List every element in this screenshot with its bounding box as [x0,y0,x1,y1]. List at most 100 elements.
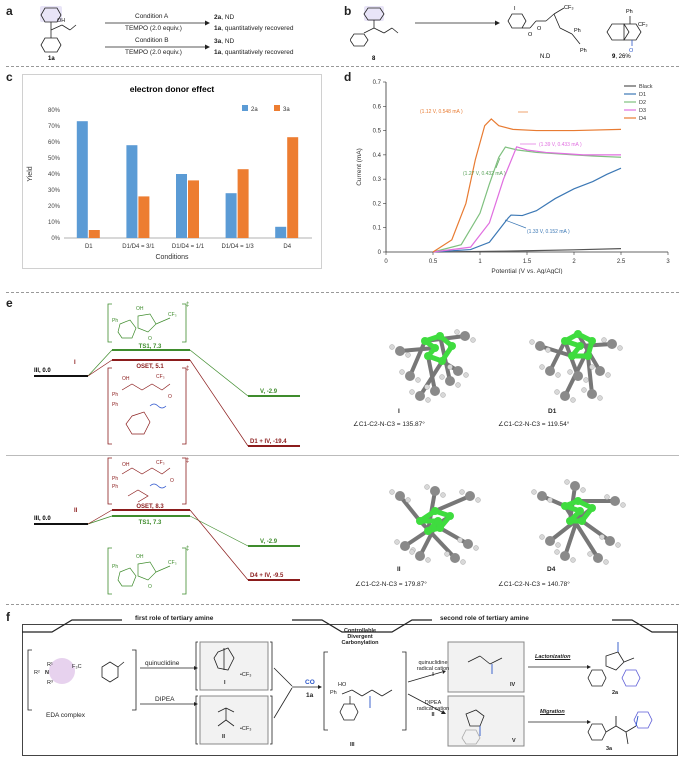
oset-bracket-structure-red-2: OH Ph Ph CF₃ O ‡ [107,457,189,505]
ddagger: ‡ [186,458,189,464]
ring [137,561,157,581]
box-I-label: I [224,680,226,686]
ketone-o-label-9: O [629,48,634,54]
cf3-label-b: CF₃ [564,5,574,11]
level-v-label: V, -2.9 [260,539,278,545]
panel-f-scheme [22,619,678,747]
atom-highlight [568,352,576,360]
bar-3a [188,180,199,238]
bond-stick [399,346,436,353]
x-tick-label: D1 [85,244,93,250]
atom-carbon [415,551,425,561]
ts-bracket-structure-green: OH Ph CF₃ O ‡ [107,302,189,343]
atom-highlight [416,517,424,525]
atom-highlight [438,357,446,365]
connector [189,509,249,581]
bond-stick [398,494,422,523]
y-tick-label: 70% [48,124,61,130]
atom-highlight [448,342,456,350]
atom-hydrogen [603,559,609,565]
chart-title: electron donor effect [130,84,215,94]
atom-hydrogen [389,344,395,350]
bond-stick [434,494,471,513]
wavy-bond [149,403,167,409]
bar-2a [126,145,138,238]
pathway-marker: II [74,508,78,514]
struct-II-angle: ∠C1-C2-N-C3 = 179.87° [355,581,427,588]
cf3-label: CF₃ [168,312,177,318]
atom-hydrogen [454,329,460,335]
bond-stick [426,355,437,392]
atom-hydrogen [615,542,621,548]
oh-label: OH [122,376,130,382]
y-tick-label: 60% [48,140,61,146]
connector [189,359,249,447]
atom-hydrogen [605,372,611,378]
ester-o-label: O [528,32,533,38]
y-tick-label: 0.4 [373,153,382,159]
atom-highlight [436,524,444,532]
peak-annotation: (1.33 V, 0.152 mA ) [527,229,570,235]
cf3-label: CF₃ [156,374,165,380]
atom-hydrogen [399,369,405,375]
bond-stick [579,342,613,348]
bar-chart: electron donor effect 0% 10% 20% 30% 40% 50% 60… [27,84,312,261]
panel-letter-f: f [6,610,10,624]
cf3-radical-1: •CF₃ [240,672,252,678]
atom-carbon [395,491,405,501]
atom-highlight [421,337,429,345]
energy-profile-bottom: III, 0.0 TS1, 7.3 OSET, 8.3 V, -2.9 D4 + IV,… [34,457,300,595]
ph-label: Ph [112,392,118,398]
product-2a-label: 2a [612,690,619,696]
ph-label: Ph [112,484,118,490]
o-label: O [170,478,174,484]
o-label: O [148,336,152,342]
struct-I-angle: ∠C1-C2-N-C3 = 135.87° [353,421,425,428]
atom-hydrogen [555,372,561,378]
first-role-title: first role of tertiary amine [135,615,214,622]
atom-hydrogen [475,497,481,503]
atom-hydrogen [554,549,560,555]
struct-D1-angle: ∠C1-C2-N-C3 = 119.54° [498,421,570,428]
atom-hydrogen [604,494,610,500]
quin-radical-label: quinuclidine radical cation I [416,660,450,678]
level-start-label: III, 0.0 [34,368,51,374]
atom-hydrogen [405,497,411,503]
dipea [127,489,149,503]
level-oset-label: OSET, 5.1 [136,364,164,370]
atom-hydrogen [389,489,395,495]
x-tick-label: D1/D4 = 3/1 [122,244,155,250]
eda-r1: R¹ [47,662,53,668]
y-tick-label: 40% [48,172,61,178]
atom-highlight [424,527,432,535]
v-label: V [512,738,516,744]
molecule-I-top [389,329,476,403]
result-1a-recovered-1: 1a, quantitatively recovered [214,25,294,32]
atom-hydrogen [447,364,453,370]
atom-hydrogen [539,364,545,370]
molecule-D1 [529,330,623,403]
cv-line-chart: 0 0.1 0.2 0.3 0.4 0.5 0.6 0.7 0 0.5 1 1.5 2 2.5 3 Poten… [356,80,670,274]
eda-n: N [45,670,49,676]
bond-stick [580,519,612,543]
bond [155,565,171,573]
atom-highlight [576,342,584,350]
atom-hydrogen [425,557,431,563]
x-tick-label: 1.5 [523,259,532,265]
panel-letter-b: b [344,4,352,18]
ph-label: Ph [112,318,118,324]
atom-carbon [545,366,555,376]
connector [87,509,113,525]
bracket-right [182,547,187,595]
series-line-D1 [432,167,622,253]
molecule-D4 [531,479,626,565]
y-tick-label: 0 [378,250,382,256]
level-ts1-label: TS1, 7.3 [139,344,162,350]
compound-9-structure [606,16,642,46]
compound-9-label: 9, 26% [612,54,631,60]
atom-carbon [570,481,580,491]
atom-highlight [588,504,596,512]
panel-letter-c: c [6,70,13,84]
chain [121,467,171,475]
cf3-label: CF₃ [156,460,165,466]
